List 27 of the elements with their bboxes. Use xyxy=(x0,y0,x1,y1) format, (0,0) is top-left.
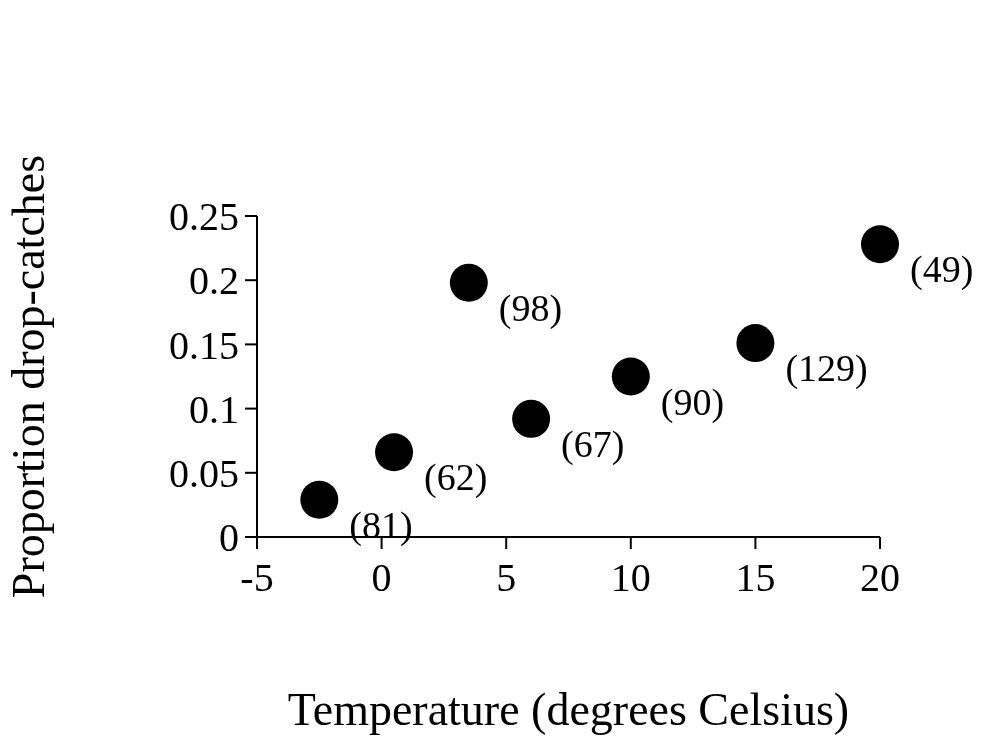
annotation: (62) xyxy=(424,456,488,500)
x-tick-label: 5 xyxy=(496,555,517,601)
y-tick-label: 0.05 xyxy=(169,451,239,496)
x-tick-label: 15 xyxy=(735,555,776,601)
annotation: (67) xyxy=(561,422,625,466)
y-axis-title: Proportion drop-catches xyxy=(3,154,55,599)
annotation: (98) xyxy=(498,286,563,330)
annotation: (49) xyxy=(910,248,974,292)
y-tick-label: 0.15 xyxy=(169,322,239,368)
y-tick-label: 0.25 xyxy=(169,194,239,240)
x-tick-label: 20 xyxy=(860,555,900,601)
x-tick-label: 10 xyxy=(610,555,651,601)
x-tick-label: 0 xyxy=(371,555,392,601)
y-tick-label: 0.1 xyxy=(189,386,239,432)
point xyxy=(861,225,899,264)
annotation: (90) xyxy=(660,380,725,424)
x-tick-label: -5 xyxy=(240,555,274,601)
point xyxy=(512,399,551,438)
point xyxy=(611,357,650,396)
annotation: (129) xyxy=(785,347,868,391)
x-axis-title: Temperature (degrees Celsius) xyxy=(287,684,850,735)
point xyxy=(736,324,775,363)
point xyxy=(300,480,339,519)
y-tick-label: 0 xyxy=(219,515,239,561)
y-tick-label: 0.2 xyxy=(189,258,239,304)
point xyxy=(449,263,488,302)
point xyxy=(375,433,414,472)
